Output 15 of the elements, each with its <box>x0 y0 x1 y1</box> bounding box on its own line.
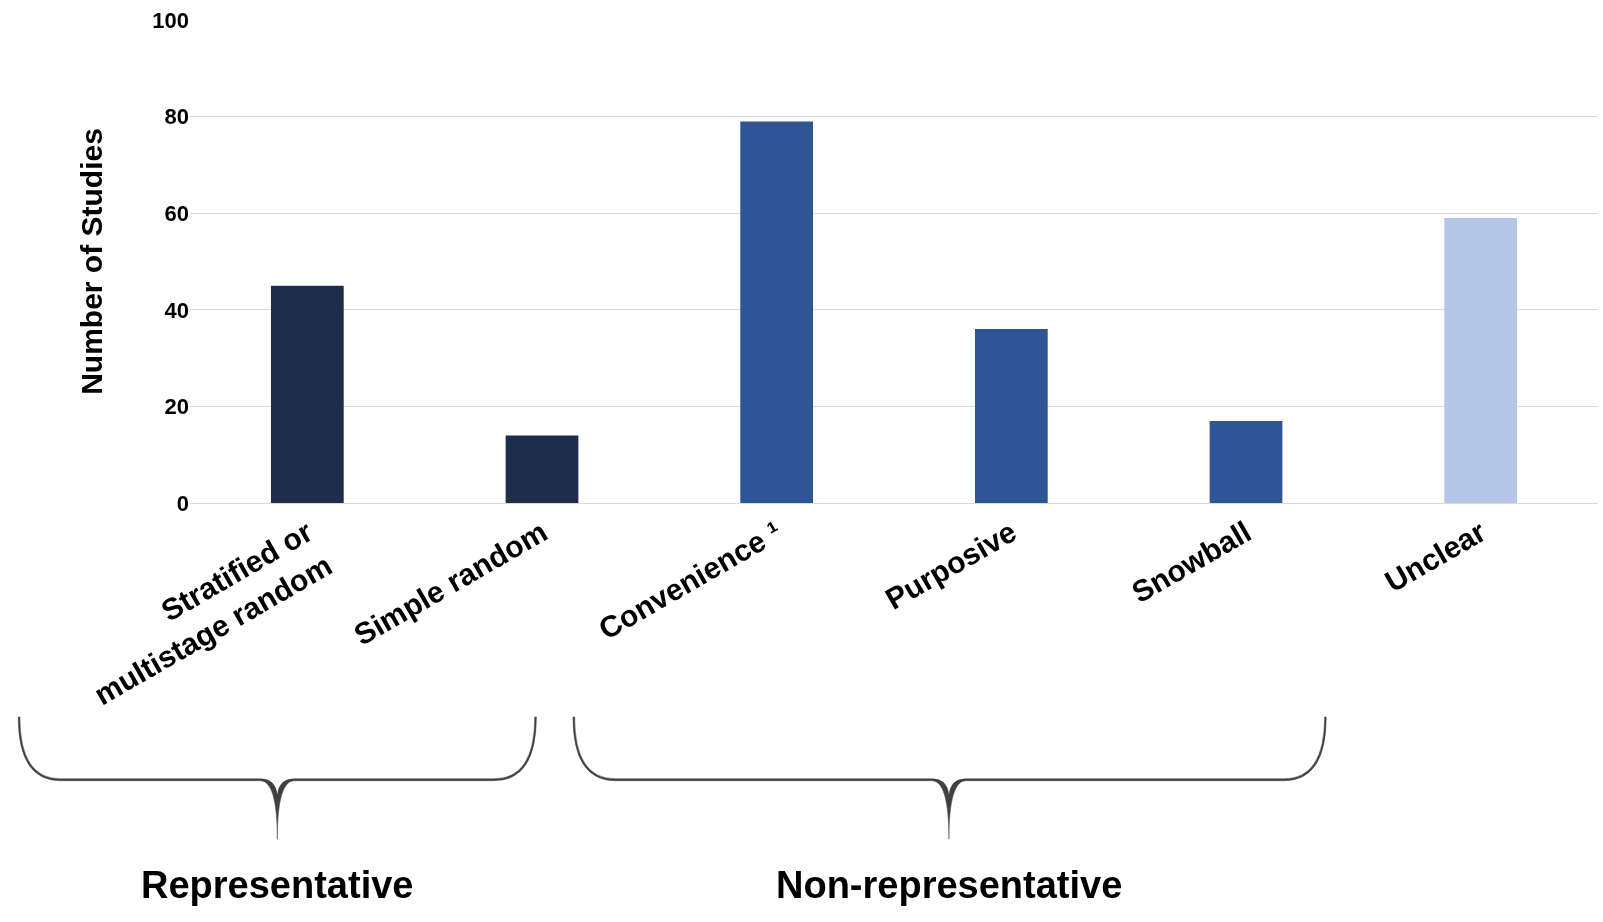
y-tick-label: 40 <box>164 297 189 323</box>
bar <box>1444 218 1518 503</box>
bar <box>1209 420 1283 503</box>
y-tick-label: 20 <box>164 394 189 420</box>
text: Non-representative <box>776 864 1123 906</box>
bar <box>505 435 579 503</box>
y-tick-label: 60 <box>164 200 189 226</box>
y-axis-title: Number of Studies <box>75 128 109 395</box>
y-tick-label: 80 <box>164 104 189 130</box>
bar <box>270 285 344 503</box>
bar <box>740 121 814 503</box>
text: Representative <box>141 864 414 906</box>
bar <box>974 329 1048 503</box>
y-tick-label: 0 <box>176 490 189 516</box>
y-tick-label: 100 <box>152 7 189 33</box>
